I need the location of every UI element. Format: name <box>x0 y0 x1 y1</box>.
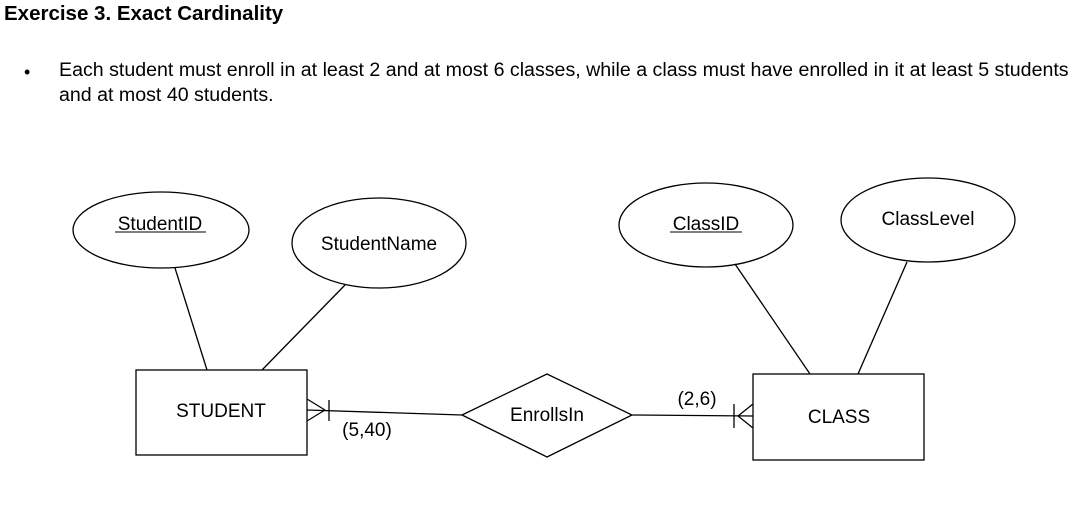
student-id-attribute <box>72 191 250 269</box>
bullet-marker: • <box>24 62 31 82</box>
class-id-label: ClassID <box>673 214 740 235</box>
class-level-attribute <box>840 177 1016 263</box>
class-id-attribute <box>618 182 794 268</box>
class-entity-label: CLASS <box>808 407 870 428</box>
class-level-connector <box>857 261 908 375</box>
student-side-cardinality: (5,40) <box>342 420 392 441</box>
requirement-text: Each student must enroll in at least 2 a… <box>59 59 1069 106</box>
class-side-cardinality: (2,6) <box>677 389 716 410</box>
student-name-connector <box>261 284 346 371</box>
student-relationship-line <box>306 409 463 416</box>
student-entity-label: STUDENT <box>176 401 266 422</box>
class-entity <box>752 373 925 461</box>
class-id-connector <box>734 263 811 375</box>
class-crows-foot <box>733 403 754 429</box>
student-name-label: StudentName <box>321 234 437 255</box>
student-entity <box>135 369 308 456</box>
exercise-title: Exercise 3. Exact Cardinality <box>4 2 284 25</box>
student-crows-foot <box>306 398 330 422</box>
class-level-label: ClassLevel <box>882 209 975 230</box>
student-id-connector <box>174 267 208 371</box>
enrollsin-label: EnrollsIn <box>510 405 584 426</box>
class-relationship-line <box>631 414 754 417</box>
student-id-label: StudentID <box>118 214 203 235</box>
student-name-attribute <box>291 197 467 289</box>
